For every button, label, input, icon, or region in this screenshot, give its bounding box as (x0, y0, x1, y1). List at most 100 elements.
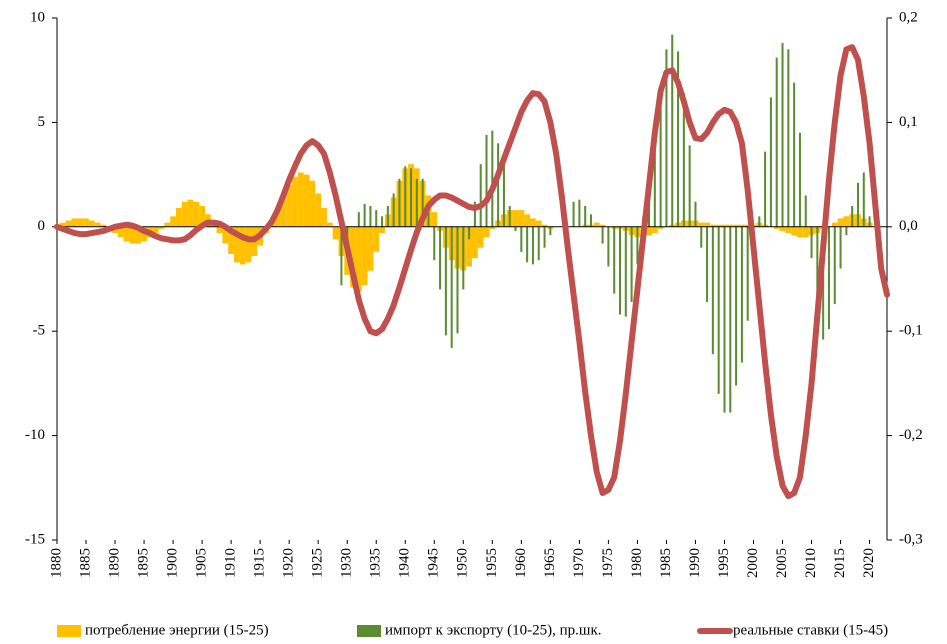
legend-swatch (357, 625, 381, 637)
legend-label: реальные ставки (15-45) (733, 622, 888, 638)
y2-tick-label: -0,1 (899, 323, 923, 339)
x-tick-label: 1930 (339, 548, 355, 578)
bar (837, 218, 844, 227)
bar (831, 222, 838, 227)
bar (704, 222, 710, 227)
bar (491, 130, 494, 227)
bar (439, 226, 442, 290)
x-tick-label: 1910 (223, 548, 239, 578)
bar (700, 226, 703, 248)
bar (856, 182, 859, 227)
bar (239, 226, 246, 265)
bar (717, 226, 720, 394)
bar (135, 226, 142, 244)
bar (659, 91, 662, 227)
bar (827, 226, 830, 330)
bar (758, 216, 761, 227)
bar (706, 226, 709, 302)
bar (94, 222, 101, 227)
bar (537, 226, 540, 261)
x-tick-label: 1960 (513, 548, 529, 578)
bar (816, 226, 819, 305)
y2-tick-label: 0,0 (899, 218, 918, 234)
bar (787, 49, 790, 227)
bar (530, 218, 536, 227)
bar (593, 222, 600, 227)
bar (810, 226, 813, 259)
bar (472, 226, 478, 259)
bar (694, 201, 697, 227)
x-tick-label: 1985 (658, 548, 674, 578)
bar (514, 226, 517, 231)
bar (535, 220, 542, 227)
bar (630, 226, 633, 302)
x-tick-label: 1980 (629, 548, 645, 578)
x-tick-label: 1945 (426, 548, 442, 578)
bar (512, 210, 519, 227)
bar (607, 226, 610, 267)
bar (433, 226, 436, 261)
bar (350, 226, 356, 288)
bar (497, 143, 500, 227)
bar (245, 226, 252, 263)
bar (744, 224, 751, 227)
x-tick-label: 1925 (310, 548, 326, 578)
bar (735, 226, 738, 386)
bar (228, 226, 235, 254)
bar (843, 216, 850, 227)
y2-tick-label: 0,2 (899, 9, 918, 25)
bar (373, 226, 380, 252)
bar (839, 226, 842, 269)
bar (450, 226, 453, 348)
bar (129, 226, 136, 244)
bar (489, 226, 496, 229)
bar (531, 226, 534, 265)
bar (868, 216, 871, 227)
bar (379, 226, 385, 234)
bar (88, 220, 95, 227)
bar (473, 201, 476, 227)
bar (199, 205, 206, 227)
x-tick-label: 1955 (484, 548, 500, 578)
bar (404, 166, 407, 227)
bar (781, 43, 784, 227)
bar (671, 34, 674, 227)
bar (367, 226, 374, 271)
bar (665, 49, 668, 227)
y-tick-label: 10 (30, 9, 45, 25)
x-tick-label: 1885 (77, 548, 93, 578)
bar (740, 226, 743, 363)
bar (543, 226, 546, 248)
bar (427, 212, 430, 227)
bar (187, 199, 194, 227)
bar (292, 176, 298, 227)
bar (793, 82, 796, 227)
bar (775, 57, 778, 227)
bar (738, 224, 745, 227)
bar (286, 185, 293, 227)
bar (584, 205, 587, 227)
x-tick-label: 2020 (861, 548, 877, 578)
x-tick-label: 1940 (397, 548, 413, 578)
bar (375, 210, 378, 227)
bar (355, 226, 362, 292)
y-tick-label: -10 (25, 427, 45, 443)
bar (83, 218, 89, 227)
bar (518, 210, 525, 227)
bar (158, 226, 165, 229)
legend-swatch (57, 625, 81, 637)
y2-tick-label: 0,1 (899, 114, 918, 130)
bar (804, 195, 807, 227)
bar (59, 222, 66, 227)
bar (723, 226, 726, 413)
x-tick-label: 1890 (106, 548, 122, 578)
bar (688, 145, 691, 227)
bar (431, 212, 438, 227)
bar (833, 226, 836, 305)
bar (410, 168, 413, 227)
bar (234, 226, 240, 263)
bar (357, 212, 360, 227)
bar (653, 139, 656, 227)
x-tick-label: 1935 (368, 548, 384, 578)
x-tick-label: 1915 (252, 548, 268, 578)
